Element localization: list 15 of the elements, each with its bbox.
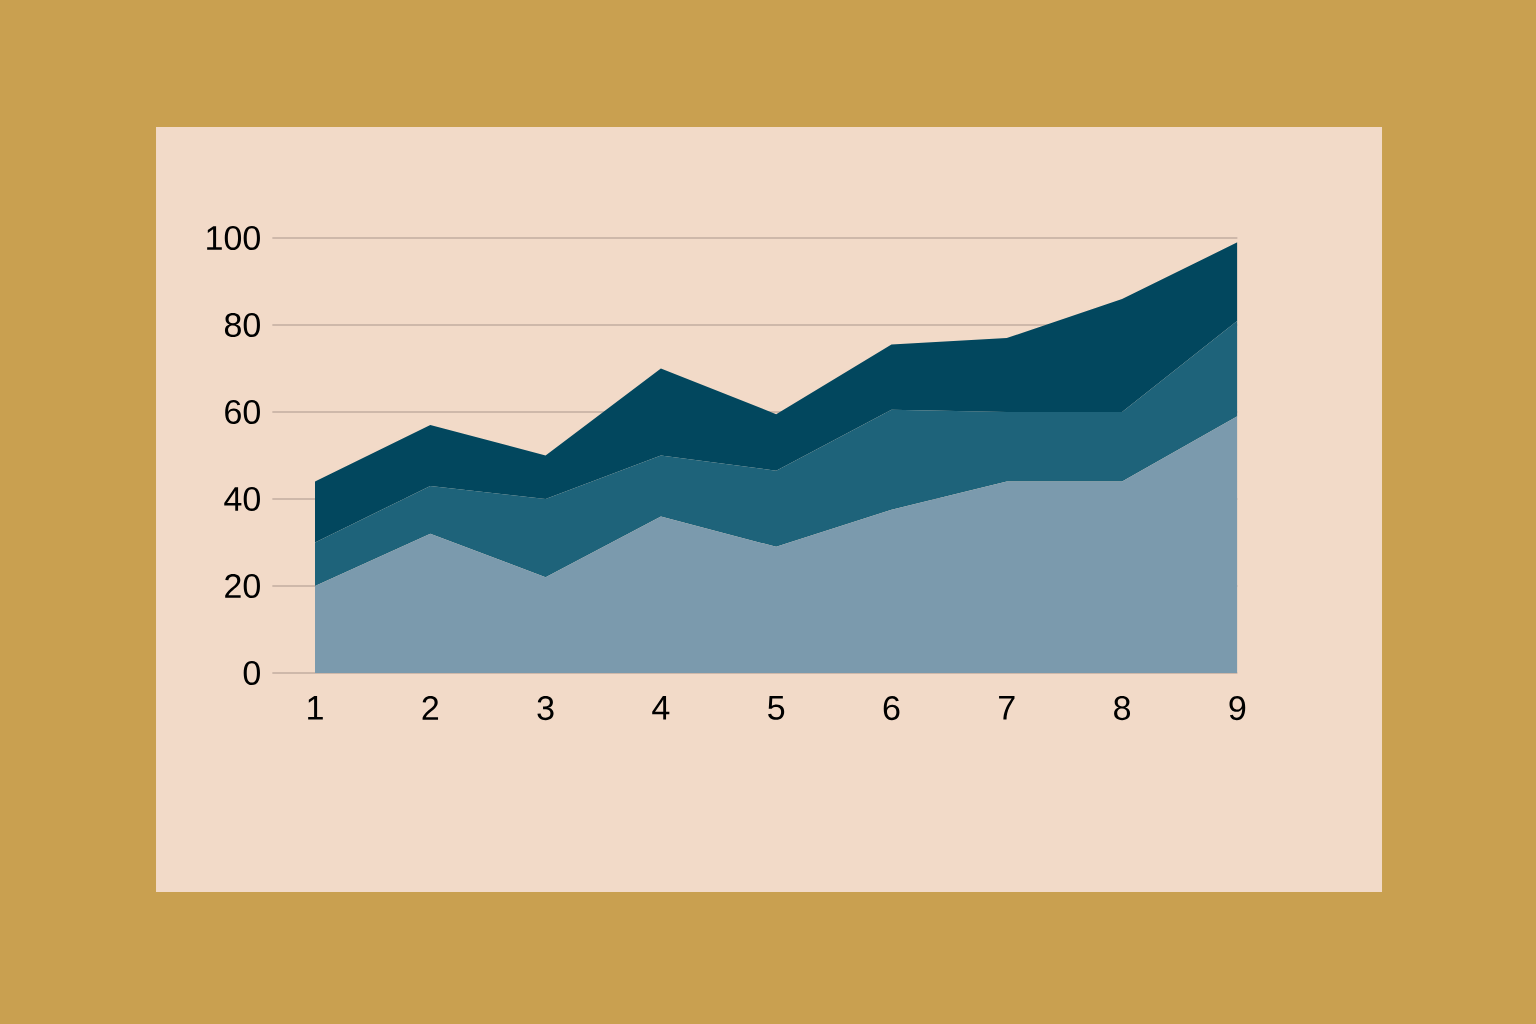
x-tick-label: 7 <box>999 696 1015 720</box>
x-tick-label: 5 <box>768 696 785 720</box>
x-tick-label: 1 <box>308 696 323 720</box>
y-tick-label: 60 <box>225 399 260 425</box>
x-tick-label: 9 <box>1229 696 1246 721</box>
x-tick-label: 8 <box>1114 696 1131 721</box>
y-tick-label: 80 <box>224 312 260 338</box>
y-tick-label: 0 <box>243 660 260 686</box>
x-tick-label: 2 <box>422 696 439 720</box>
x-tick-label: 3 <box>537 696 554 721</box>
x-tick-label: 4 <box>652 696 670 720</box>
y-tick-label: 40 <box>224 486 260 512</box>
x-tick-label: 6 <box>883 696 900 721</box>
y-tick-label: 100 <box>207 225 260 251</box>
y-tick-label: 20 <box>225 573 260 599</box>
